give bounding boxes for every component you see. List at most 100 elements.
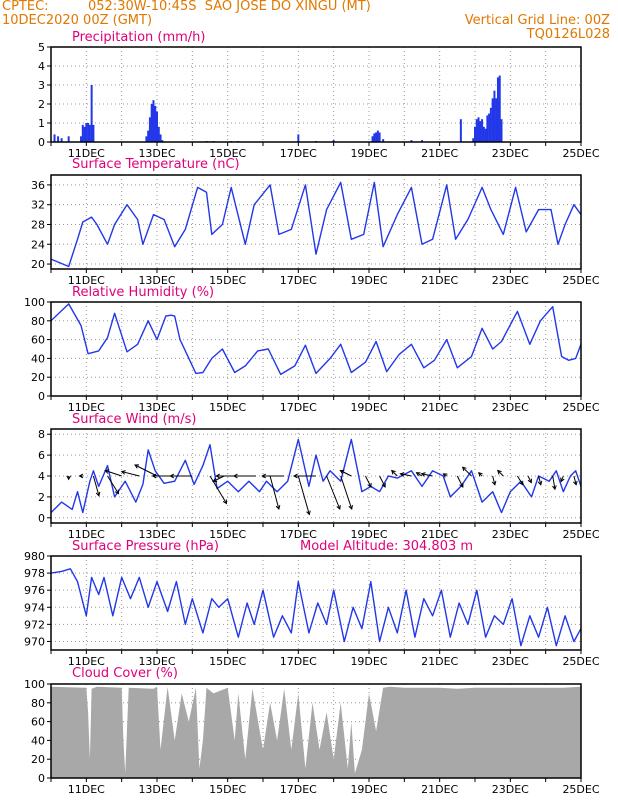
wind-ytick-label: 2 — [38, 491, 45, 504]
precip-bar — [375, 132, 378, 142]
pres-annotation: Model Altitude: 304.803 m — [300, 539, 473, 554]
rh-xtick-label: 15DEC — [209, 401, 246, 414]
rh-xtick-label: 21DEC — [421, 401, 458, 414]
cloud-xtick-label: 11DEC — [68, 783, 105, 796]
precip-bar — [481, 119, 484, 142]
wind-arrow-head — [381, 482, 386, 488]
wind-arrow-head — [415, 472, 421, 477]
cloud-ytick-label: 60 — [31, 716, 45, 729]
cloud-xtick-label: 15DEC — [209, 783, 246, 796]
wind-arrow — [340, 470, 352, 477]
rh-frame — [50, 301, 582, 397]
precip-bar — [67, 136, 70, 142]
wind-arrow-head — [114, 489, 120, 495]
precip-title: Precipitation (mm/h) — [72, 30, 205, 45]
precip-xtick-label: 13DEC — [138, 147, 175, 160]
wind-arrow — [105, 470, 122, 477]
precip-bar — [156, 111, 158, 142]
precip-bar — [60, 138, 63, 142]
wind-arrow-head — [552, 485, 557, 491]
cloud-xtick-label: 19DEC — [350, 783, 387, 796]
temp-data — [51, 181, 581, 268]
pres-series-line — [51, 568, 581, 647]
pres-ytick-label: 980 — [24, 550, 45, 563]
cloud-area — [51, 686, 581, 778]
wind-arrow-head — [222, 499, 228, 505]
rh-ytick-label: 0 — [38, 390, 45, 403]
wind-ytick-label: 0 — [38, 512, 45, 525]
wind-xtick-label: 13DEC — [138, 528, 175, 541]
wind-arrow-head — [212, 477, 218, 483]
wind-xtick-label: 11DEC — [68, 528, 105, 541]
wind-arrow — [269, 475, 280, 510]
wind-arrow-head — [527, 478, 532, 484]
rh-xtick-label: 19DEC — [350, 401, 387, 414]
precip-bar — [486, 115, 489, 142]
rh-xtick-label: 13DEC — [138, 401, 175, 414]
precip-bar — [410, 140, 413, 142]
wind-panel: Surface Wind (m/s) 0 2 4 6 8 11DEC 13DEC 15DEC 17… — [38, 412, 600, 541]
header-location: 052:30W-10:45S SAO JOSE DO XINGU (MT) — [88, 0, 371, 14]
rh-xtick-label: 17DEC — [280, 401, 317, 414]
cloud-data — [51, 686, 581, 778]
wind-arrow-head — [104, 469, 110, 474]
cloud-xtick-label: 23DEC — [492, 783, 529, 796]
wind-arrow-head — [339, 469, 345, 475]
precip-bar — [472, 138, 475, 142]
wind-ytick-label: 4 — [38, 470, 45, 483]
precip-xtick-label: 19DEC — [350, 147, 387, 160]
rh-ytick-label: 60 — [31, 334, 45, 347]
wind-arrow — [209, 475, 227, 504]
wind-arrow — [516, 475, 524, 486]
wind-arrow-head — [151, 473, 157, 479]
temp-ytick-label: 32 — [31, 199, 45, 212]
pres-ytick-label: 974 — [24, 601, 45, 614]
temp-frame — [50, 174, 582, 270]
cloud-title: Cloud Cover (%) — [72, 666, 178, 681]
wind-arrow-head — [420, 472, 426, 477]
pres-xtick-label: 19DEC — [350, 655, 387, 668]
cloud-xtick-label: 13DEC — [138, 783, 175, 796]
precip-bar — [332, 140, 335, 142]
wind-arrow-head — [478, 471, 483, 477]
precip-xtick-label: 25DEC — [562, 147, 599, 160]
precip-bar — [297, 134, 300, 142]
wind-arrow-head — [399, 472, 405, 477]
wind-frame — [50, 428, 582, 524]
wind-xtick-label: 25DEC — [562, 528, 599, 541]
cloud-ytick-label: 20 — [31, 753, 45, 766]
pres-title: Surface Pressure (hPa) — [72, 539, 219, 554]
wind-arrow — [92, 475, 100, 496]
header-source: CPTEC: — [2, 0, 49, 14]
precip-data — [53, 75, 503, 142]
pres-panel: Surface Pressure (hPa) Model Altitude: 30… — [24, 539, 600, 668]
precip-panel: Precipitation (mm/h) 0 1 2 3 4 5 11DEC 13DEC 15DE… — [38, 30, 600, 160]
pres-xtick-label: 15DEC — [209, 655, 246, 668]
chart-header: CPTEC: 052:30W-10:45S SAO JOSE DO XINGU … — [0, 0, 618, 48]
temp-xtick-label: 25DEC — [562, 274, 599, 287]
wind-arrow-head — [560, 477, 565, 483]
precip-ytick-label: 4 — [38, 60, 45, 73]
pres-xtick-label: 25DEC — [562, 655, 599, 668]
pres-ytick-label: 978 — [24, 567, 45, 580]
wind-data — [51, 438, 581, 516]
precip-ytick-label: 3 — [38, 79, 45, 92]
wind-arrow — [416, 472, 423, 477]
wind-arrow-head — [537, 480, 543, 486]
temp-title: Surface Temperature (nC) — [72, 157, 240, 172]
cloud-xtick-label: 25DEC — [562, 783, 599, 796]
pres-xtick-label: 17DEC — [280, 655, 317, 668]
precip-bar — [382, 139, 385, 142]
wind-arrow — [552, 475, 556, 490]
precip-bar — [161, 140, 164, 142]
temp-ytick-label: 20 — [31, 258, 45, 271]
precip-bar — [376, 130, 379, 142]
rh-title: Relative Humidity (%) — [72, 285, 214, 300]
pres-ytick-label: 972 — [24, 618, 45, 631]
temp-xtick-label: 15DEC — [209, 274, 246, 287]
precip-bar — [378, 132, 381, 142]
wind-arrow — [340, 475, 353, 510]
wind-arrow-head — [459, 482, 464, 488]
rh-ytick-label: 100 — [24, 296, 45, 309]
wind-arrow — [365, 475, 372, 488]
